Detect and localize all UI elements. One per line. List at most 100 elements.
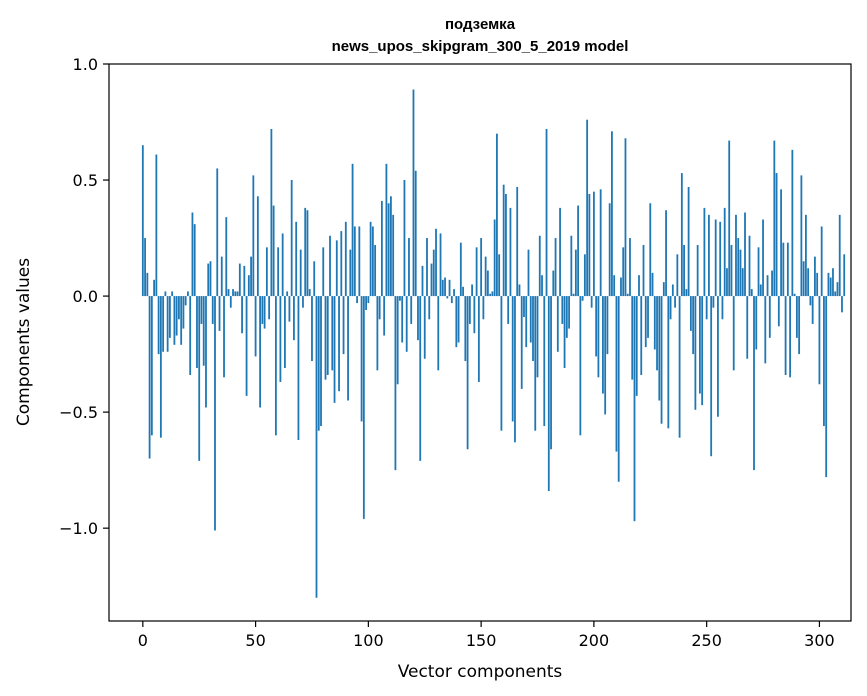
bar-75 <box>311 296 313 362</box>
bar-278 <box>768 296 771 338</box>
bar-243 <box>689 296 692 331</box>
bar-248 <box>701 296 704 406</box>
bar-192 <box>574 249 577 297</box>
bar-195 <box>581 296 584 301</box>
bar-20 <box>187 291 189 297</box>
chart-title: подземка <box>445 16 516 33</box>
bar-47 <box>247 275 250 297</box>
bar-305 <box>829 277 832 297</box>
bar-11 <box>166 296 169 352</box>
bar-119 <box>410 296 413 324</box>
bar-302 <box>823 296 825 427</box>
bar-264 <box>737 238 740 297</box>
bar-227 <box>653 296 656 350</box>
bar-232 <box>665 210 667 297</box>
bar-289 <box>793 293 796 297</box>
bar-57 <box>270 128 273 297</box>
bar-165 <box>514 296 516 443</box>
bar-310 <box>841 296 843 313</box>
bar-181 <box>550 296 552 450</box>
bar-7 <box>157 296 160 355</box>
bar-171 <box>527 249 530 297</box>
bar-146 <box>471 284 473 297</box>
bar-89 <box>342 296 345 355</box>
bar-16 <box>178 296 180 320</box>
bar-130 <box>435 228 437 297</box>
bar-297 <box>811 296 814 324</box>
bar-285 <box>784 296 787 375</box>
bar-27 <box>202 296 205 366</box>
bar-296 <box>809 296 812 306</box>
bar-205 <box>604 296 607 415</box>
bar-203 <box>599 189 602 297</box>
x-tick-label: 0 <box>138 631 148 650</box>
bar-0 <box>141 145 144 297</box>
bar-110 <box>390 196 392 297</box>
bar-66 <box>290 180 293 297</box>
bar-53 <box>261 296 264 324</box>
bar-108 <box>385 163 388 297</box>
bar-99 <box>365 296 367 311</box>
bar-172 <box>529 296 532 343</box>
bar-280 <box>773 140 776 297</box>
bar-198 <box>588 193 591 297</box>
bar-83 <box>329 235 331 297</box>
bar-207 <box>608 203 611 297</box>
bar-166 <box>516 187 519 297</box>
bar-3 <box>148 296 151 459</box>
bar-84 <box>331 296 334 371</box>
bar-134 <box>444 277 446 297</box>
bar-247 <box>698 296 701 394</box>
bar-92 <box>349 249 352 297</box>
bar-178 <box>543 296 546 427</box>
bar-301 <box>820 226 823 297</box>
bar-189 <box>568 296 570 329</box>
bar-147 <box>473 296 476 334</box>
bar-157 <box>496 133 498 297</box>
bar-115 <box>401 296 404 343</box>
bar-39 <box>229 296 232 308</box>
bar-59 <box>274 296 277 436</box>
bar-44 <box>241 296 243 334</box>
bar-30 <box>209 261 212 297</box>
bar-149 <box>477 296 480 382</box>
bar-204 <box>602 296 604 394</box>
bar-175 <box>536 296 539 378</box>
bar-186 <box>561 296 564 324</box>
x-tick-label: 200 <box>579 631 610 650</box>
bar-94 <box>353 226 356 297</box>
bar-106 <box>380 200 383 297</box>
bar-15 <box>175 296 178 336</box>
bar-242 <box>687 187 690 297</box>
bar-88 <box>340 231 343 297</box>
bar-129 <box>432 249 435 297</box>
bar-46 <box>245 296 248 396</box>
bar-158 <box>498 254 501 297</box>
bar-24 <box>196 296 198 369</box>
bar-82 <box>326 296 329 375</box>
y-tick-label: 1.0 <box>73 55 98 74</box>
bar-26 <box>200 296 203 324</box>
bar-136 <box>448 279 451 297</box>
bar-246 <box>696 245 699 297</box>
bar-113 <box>396 296 399 385</box>
bar-35 <box>220 256 223 297</box>
bar-303 <box>825 296 828 478</box>
bar-95 <box>356 296 358 304</box>
bar-45 <box>243 265 246 297</box>
bar-14 <box>173 296 176 345</box>
bar-145 <box>468 296 471 324</box>
bar-168 <box>520 296 523 389</box>
bar-255 <box>717 296 719 417</box>
bar-78 <box>317 296 320 431</box>
bar-93 <box>351 163 354 297</box>
bar-98 <box>362 296 365 519</box>
bar-262 <box>732 296 735 371</box>
bar-118 <box>408 238 410 297</box>
x-tick-label: 250 <box>691 631 722 650</box>
bar-196 <box>583 254 586 297</box>
bar-260 <box>728 140 731 297</box>
bar-163 <box>509 207 512 297</box>
bar-214 <box>624 138 627 297</box>
bar-300 <box>818 296 821 385</box>
